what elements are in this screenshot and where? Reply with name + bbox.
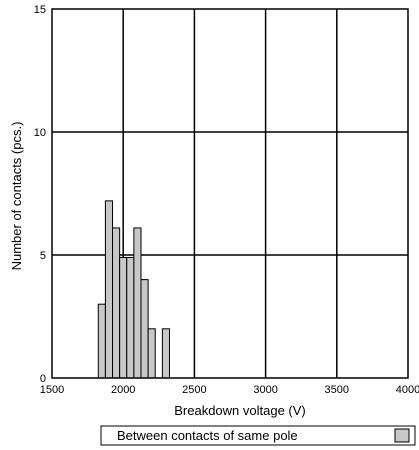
x-tick-label: 2500	[182, 384, 206, 396]
y-axis-label: Number of contacts (pcs.)	[9, 122, 24, 271]
histogram-bar	[97, 303, 106, 379]
y-tick-label: 10	[34, 127, 46, 139]
histogram-bar	[119, 256, 128, 379]
y-tick-label: 0	[40, 373, 46, 385]
histogram-bar	[126, 256, 135, 379]
x-tick-label: 3500	[325, 384, 349, 396]
x-tick-label: 2000	[111, 384, 135, 396]
legend-swatch	[394, 428, 410, 443]
y-tick-label: 5	[40, 250, 46, 262]
plot-frame	[51, 8, 409, 379]
legend: Between contacts of same pole	[100, 425, 416, 446]
x-tick-label: 3000	[253, 384, 277, 396]
histogram-bar	[140, 279, 149, 379]
x-axis-label: Breakdown voltage (V)	[174, 403, 306, 418]
histogram-bar	[133, 227, 142, 379]
histogram-bar	[104, 200, 114, 379]
histogram-bar	[161, 328, 170, 379]
histogram-bar	[147, 328, 156, 379]
legend-box	[100, 425, 416, 446]
histogram-bar	[112, 227, 121, 379]
x-tick-labels: 1500 2000 2500 3000 3500 4000	[40, 384, 419, 396]
x-tick-label: 4000	[396, 384, 419, 396]
y-tick-label: 15	[34, 4, 46, 16]
legend-label: Between contacts of same pole	[117, 428, 298, 443]
x-tick-label: 1500	[40, 384, 64, 396]
y-tick-labels: 0 5 10 15	[34, 4, 46, 385]
